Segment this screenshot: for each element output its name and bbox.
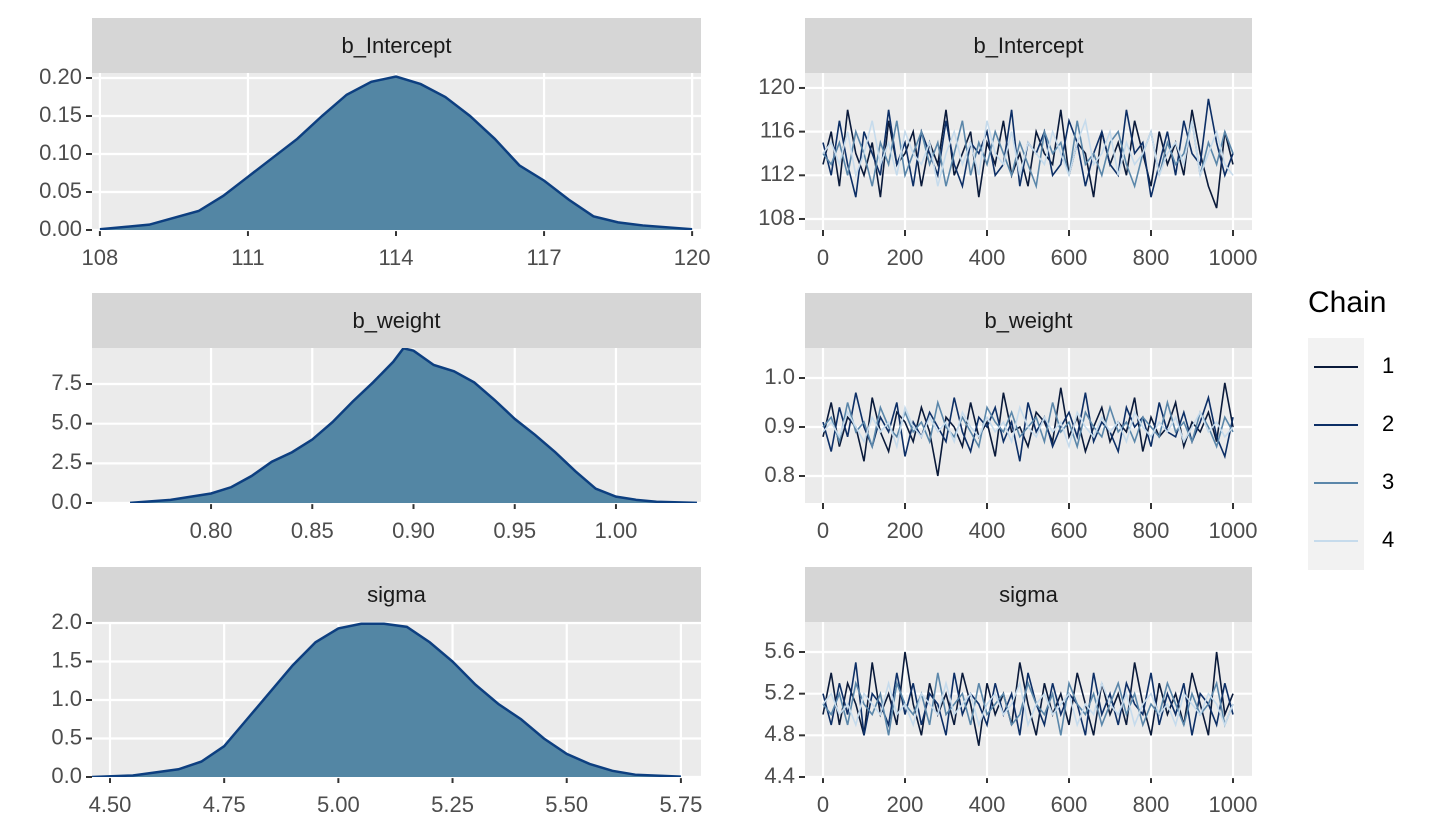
trace-line (822, 120, 1234, 190)
x-tick-label: 1000 (1209, 518, 1258, 543)
x-tick-label: 600 (1051, 245, 1088, 270)
x-tick-label: 800 (1133, 245, 1170, 270)
x-tick-label: 5.25 (431, 792, 474, 817)
y-tick-label: 112 (760, 161, 795, 186)
x-tick-label: 0.90 (392, 518, 435, 543)
y-tick-label: 0.9 (764, 413, 795, 438)
strip (92, 567, 701, 622)
trace-line (822, 680, 1234, 728)
strip (92, 293, 701, 348)
x-tick-label: 111 (231, 245, 264, 270)
x-tick-label: 0 (817, 518, 829, 543)
x-tick-label: 5.00 (317, 792, 360, 817)
x-tick-label: 1000 (1209, 245, 1258, 270)
y-tick-label: 120 (758, 74, 795, 99)
x-tick-label: 5.75 (659, 792, 702, 817)
x-tick-label: 117 (527, 245, 562, 270)
x-tick-label: 1000 (1209, 792, 1258, 817)
x-tick-label: 400 (969, 792, 1006, 817)
plot-marks (822, 382, 1234, 477)
x-tick-label: 0 (817, 245, 829, 270)
x-tick-label: 1.00 (595, 518, 638, 543)
x-tick-label: 0.85 (291, 518, 334, 543)
y-tick-label: 4.4 (764, 763, 795, 788)
density-line (129, 348, 697, 503)
x-tick-label: 200 (887, 792, 924, 817)
x-tick-label: 4.50 (89, 792, 132, 817)
y-tick-label: 5.0 (51, 409, 82, 434)
y-tick-label: 1.0 (51, 686, 82, 711)
panel-title: b_Intercept (973, 33, 1083, 58)
y-tick-label: 0.00 (39, 216, 82, 241)
plot-marks (822, 651, 1234, 746)
x-tick-label: 5.50 (545, 792, 588, 817)
x-tick-label: 800 (1133, 792, 1170, 817)
panel-title: b_Intercept (341, 33, 451, 58)
density-line (92, 622, 681, 777)
panel-title: sigma (367, 582, 426, 607)
trace-line (822, 382, 1234, 477)
x-tick-label: 600 (1051, 792, 1088, 817)
density-area (99, 76, 693, 230)
trace-line (822, 672, 1234, 736)
x-tick-label: 4.75 (203, 792, 246, 817)
y-tick-label: 0.10 (39, 140, 82, 165)
strip (805, 567, 1252, 622)
strip (805, 18, 1252, 73)
x-tick-label: 0 (817, 792, 829, 817)
y-tick-label: 108 (758, 205, 795, 230)
trace-line (822, 392, 1234, 462)
x-tick-label: 600 (1051, 518, 1088, 543)
trace-line (822, 117, 1234, 187)
density-area (92, 623, 681, 777)
x-tick-label: 800 (1133, 518, 1170, 543)
legend-label: 4 (1382, 527, 1394, 552)
legend-label: 3 (1382, 469, 1394, 494)
y-tick-label: 0.5 (51, 724, 82, 749)
y-tick-label: 1.5 (51, 647, 82, 672)
y-tick-label: 0.05 (39, 178, 82, 203)
y-tick-label: 0.15 (39, 102, 82, 127)
y-tick-label: 0.0 (51, 763, 82, 788)
y-tick-label: 0.0 (51, 489, 82, 514)
plot-marks (99, 75, 693, 230)
panel-title: sigma (999, 582, 1058, 607)
trace-line (822, 662, 1234, 736)
density-line (99, 75, 693, 230)
y-tick-label: 2.0 (51, 609, 82, 634)
legend-label: 1 (1382, 353, 1394, 378)
legend-label: 2 (1382, 411, 1394, 436)
legend-title: Chain (1308, 286, 1386, 319)
x-tick-label: 200 (887, 518, 924, 543)
strip (805, 293, 1252, 348)
y-tick-label: 4.8 (764, 721, 795, 746)
y-tick-label: 0.20 (39, 64, 82, 89)
y-tick-label: 5.6 (764, 638, 795, 663)
y-tick-label: 116 (760, 117, 795, 142)
panel-title: b_weight (352, 308, 440, 333)
plot-marks (92, 622, 681, 777)
x-tick-label: 120 (674, 245, 711, 270)
x-tick-label: 200 (887, 245, 924, 270)
trace-line (822, 404, 1234, 450)
plot-marks (822, 98, 1234, 209)
legend-background (1308, 338, 1364, 570)
y-tick-label: 1.0 (764, 364, 795, 389)
x-tick-label: 0.80 (190, 518, 233, 543)
strip (92, 18, 701, 73)
y-tick-label: 5.2 (764, 679, 795, 704)
x-tick-label: 400 (969, 518, 1006, 543)
y-tick-label: 2.5 (51, 449, 82, 474)
x-tick-label: 400 (969, 245, 1006, 270)
density-area (130, 348, 697, 503)
plot-marks (129, 348, 697, 503)
plot-background (805, 622, 1252, 777)
x-tick-label: 108 (82, 245, 119, 270)
y-tick-label: 0.8 (764, 462, 795, 487)
x-tick-label: 0.95 (493, 518, 536, 543)
y-tick-label: 7.5 (51, 370, 82, 395)
x-tick-label: 114 (378, 245, 413, 270)
panel-title: b_weight (984, 308, 1072, 333)
